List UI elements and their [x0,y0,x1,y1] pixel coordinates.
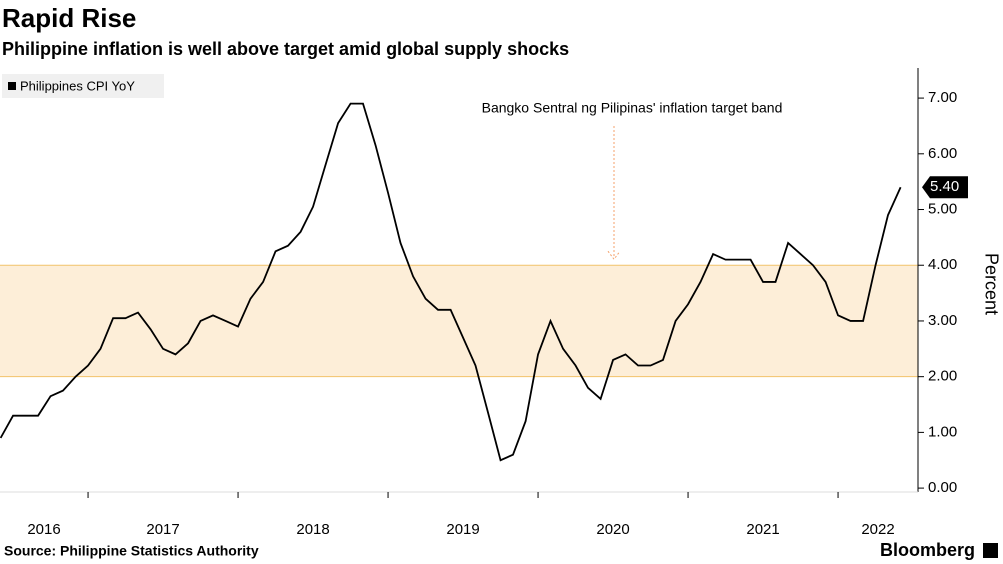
x-tick-label: 2018 [296,521,329,538]
value-label-box [922,176,968,199]
y-tick-label: 6.00 [928,145,957,162]
annotation: Bangko Sentral ng Pilipinas' inflation t… [482,100,783,116]
chart-title: Rapid Rise [2,3,136,33]
y-tick-label: 0.00 [928,479,957,496]
legend-label: Philippines CPI YoY [20,78,135,93]
y-axis-label: Percent [981,253,1001,315]
y-tick-label: 1.00 [928,423,957,440]
annotation-arrowhead [607,250,621,261]
x-tick-label: 2017 [146,521,179,538]
x-tick-label: 2021 [746,521,779,538]
y-tick-label: 5.00 [928,200,957,217]
brand: Bloomberg [880,540,975,560]
legend-box [2,74,164,98]
y-tick-label: 3.00 [928,312,957,329]
target-band [0,265,918,377]
y-tick-label: 7.00 [928,89,957,106]
x-tick-label: 2020 [596,521,629,538]
y-tick-label: 2.00 [928,368,957,385]
legend-swatch [8,82,16,90]
brand-icon [983,543,998,558]
x-tick-label: 2019 [446,521,479,538]
chart-subtitle: Philippine inflation is well above targe… [2,39,569,59]
x-tick-label: 2016 [27,521,60,538]
value-label: 5.40 [930,178,959,195]
line [0,102,902,462]
y-tick-label: 4.00 [928,256,957,273]
source: Source: Philippine Statistics Authority [4,543,259,559]
x-tick-label: 2022 [861,521,894,538]
